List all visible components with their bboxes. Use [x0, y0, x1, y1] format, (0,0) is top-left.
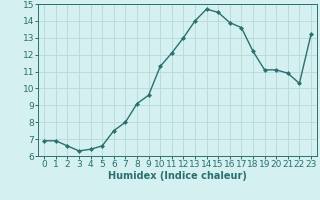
X-axis label: Humidex (Indice chaleur): Humidex (Indice chaleur) [108, 171, 247, 181]
